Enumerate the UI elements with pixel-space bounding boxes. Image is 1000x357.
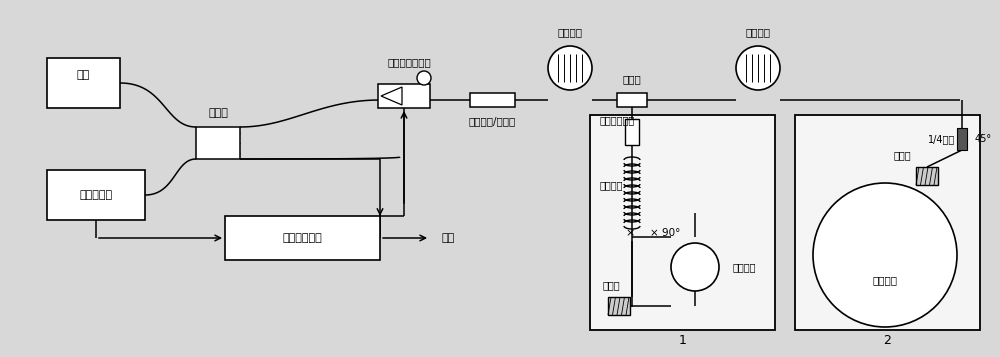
Bar (957, 128, 967, 150)
Polygon shape (381, 87, 402, 105)
Bar (47, 58, 120, 108)
Bar (795, 115, 980, 330)
Text: 延迟光纤: 延迟光纤 (746, 27, 770, 37)
Bar (470, 93, 515, 107)
Bar (225, 216, 380, 260)
Bar (608, 297, 630, 315)
Text: 2: 2 (884, 333, 891, 347)
Circle shape (548, 46, 592, 90)
Circle shape (417, 71, 431, 85)
Bar (916, 167, 938, 185)
Text: 分束器: 分束器 (623, 74, 641, 84)
Text: × 90°: × 90° (650, 228, 680, 238)
Text: ×: × (625, 228, 635, 238)
Text: 反射镜: 反射镜 (603, 280, 621, 290)
Text: 补偿光纤: 补偿光纤 (733, 262, 757, 272)
Text: 1: 1 (679, 333, 686, 347)
Text: 电压探头: 电压探头 (600, 180, 624, 190)
Text: 偏振分束/合束器: 偏振分束/合束器 (469, 116, 516, 126)
Text: 电流探头: 电流探头 (872, 275, 898, 285)
Text: 1/4波片: 1/4波片 (928, 134, 955, 144)
Circle shape (813, 183, 957, 327)
Bar (625, 119, 639, 145)
Bar (47, 170, 145, 220)
Text: 45°: 45° (975, 134, 992, 144)
Text: 信号处理电路: 信号处理电路 (283, 233, 322, 243)
Bar (196, 127, 240, 159)
Circle shape (736, 46, 780, 90)
Text: 集成相位调制器: 集成相位调制器 (387, 57, 431, 67)
Bar (590, 115, 775, 330)
Bar (617, 93, 647, 107)
Text: 光电探测器: 光电探测器 (79, 190, 113, 200)
Text: 分束器: 分束器 (208, 108, 228, 118)
Text: 光源: 光源 (77, 70, 90, 80)
Text: 输出: 输出 (441, 233, 455, 243)
Bar (378, 84, 430, 108)
Text: 法拉第旋光器: 法拉第旋光器 (600, 115, 635, 125)
Text: 延迟光纤: 延迟光纤 (558, 27, 582, 37)
Circle shape (671, 243, 719, 291)
Text: 反射镜: 反射镜 (893, 150, 911, 160)
